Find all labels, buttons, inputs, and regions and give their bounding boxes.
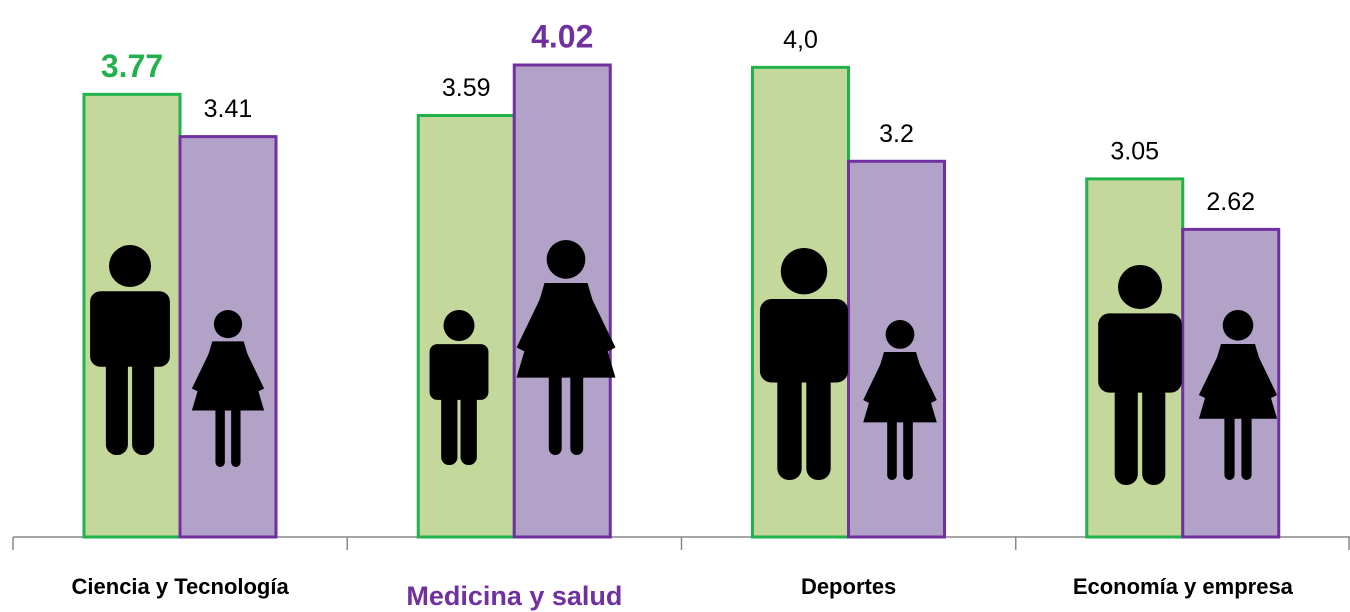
category-label: Ciencia y Tecnología xyxy=(72,574,290,599)
category-label: Economía y empresa xyxy=(1073,574,1294,599)
icon-leg xyxy=(1224,412,1235,480)
icon-leg xyxy=(548,369,562,455)
icon-leg xyxy=(231,404,241,467)
icon-leg xyxy=(570,369,584,455)
icon-arm xyxy=(237,342,265,392)
icon-torso xyxy=(1098,313,1182,393)
woman-icon xyxy=(516,240,616,455)
icon-leg xyxy=(215,404,225,467)
icon-leg xyxy=(777,364,802,480)
icon-torso xyxy=(90,291,170,367)
icon-torso xyxy=(759,299,849,383)
icon-head xyxy=(546,240,586,279)
icon-head xyxy=(213,310,243,339)
icon-leg xyxy=(441,387,458,465)
icon-leg xyxy=(1114,375,1138,485)
data-label: 4.02 xyxy=(531,18,593,54)
icon-head xyxy=(885,320,915,349)
icon-arm xyxy=(863,353,891,404)
icon-leg xyxy=(105,350,128,455)
icon-arm xyxy=(909,353,937,404)
icon-leg xyxy=(806,364,831,480)
man-icon xyxy=(759,248,849,480)
bar xyxy=(847,159,946,539)
icon-arm xyxy=(191,342,219,392)
icon-leg xyxy=(1142,375,1166,485)
icon-head xyxy=(109,245,151,287)
data-label: 3.59 xyxy=(442,74,491,102)
icon-arm xyxy=(1248,345,1278,399)
icon-leg xyxy=(1241,412,1252,480)
icon-leg xyxy=(132,350,155,455)
icon-gap xyxy=(436,357,439,404)
icon-gap xyxy=(769,318,774,388)
icon-leg xyxy=(460,387,477,465)
category-label: Medicina y salud xyxy=(406,581,622,611)
category-label: Deportes xyxy=(801,574,896,599)
icon-arm xyxy=(516,285,554,352)
icon-gap xyxy=(99,308,103,371)
man-icon xyxy=(90,245,170,455)
icon-leg xyxy=(887,416,897,480)
icon-head xyxy=(780,248,828,295)
woman-icon xyxy=(191,310,265,467)
data-label: 3.77 xyxy=(101,48,163,84)
data-label: 2.62 xyxy=(1206,188,1255,216)
icon-torso xyxy=(429,344,489,400)
data-label: 3.2 xyxy=(879,120,914,148)
icon-head xyxy=(1222,310,1254,341)
icon-leg xyxy=(903,416,913,480)
man-icon xyxy=(1098,265,1182,485)
woman-icon xyxy=(863,320,937,480)
data-label: 3.05 xyxy=(1110,137,1159,165)
data-label: 3.41 xyxy=(204,95,253,123)
icon-head xyxy=(443,310,475,341)
data-label: 4,0 xyxy=(783,26,818,54)
woman-icon xyxy=(1198,310,1278,480)
icon-arm xyxy=(1198,345,1228,399)
icon-head xyxy=(1118,265,1162,309)
icon-arm xyxy=(578,285,616,352)
man-icon xyxy=(429,310,489,465)
icon-gap xyxy=(1107,331,1111,397)
